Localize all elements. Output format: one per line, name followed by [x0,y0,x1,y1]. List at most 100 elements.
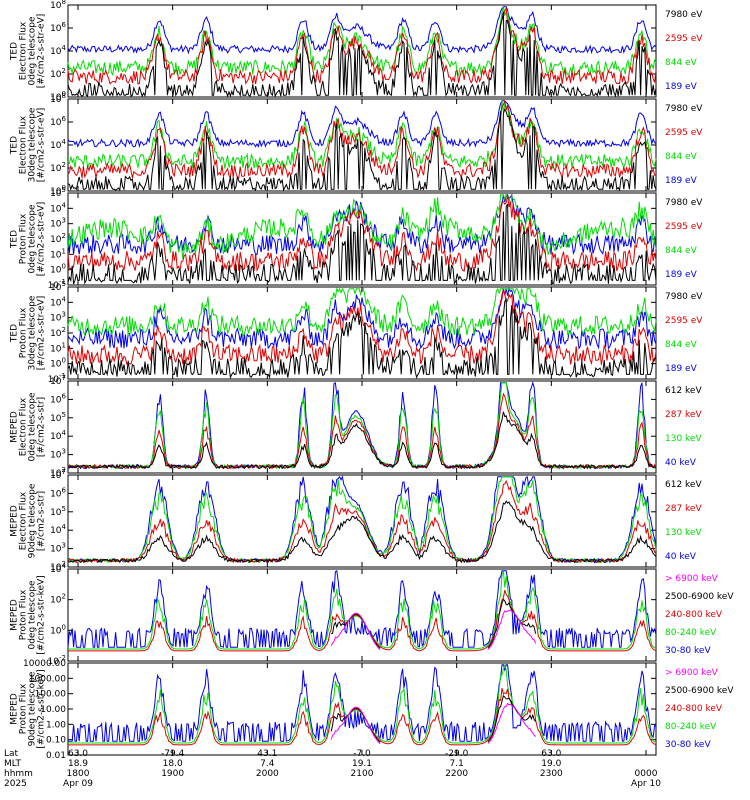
hhmm-label: 2200 [445,769,468,779]
series-612-kev [67,411,657,470]
y-tick-label: 106 [50,392,66,405]
y-axis-label: TEDProton Flux30deg telescope[#/cm2-s-st… [10,295,47,370]
y-tick-label: 104 [50,562,66,575]
legend-entry: 189 eV [665,364,698,374]
legend-entry: 844 eV [665,58,698,68]
y-tick-label: 1.00 [46,720,66,730]
legend-entry: 40 keV [665,458,697,468]
panel-frame [67,568,657,662]
y-tick-label: 100.00 [35,690,67,700]
legend-entry: 130 keV [665,528,702,538]
legend-entry: 189 eV [665,82,698,92]
y-axis-label: MEPEDElectron Flux0deg telescope[#/cm2-s… [10,392,47,462]
y-tick-label: 100 [50,90,66,103]
lat-label: -79.4 [161,749,185,759]
series-189-ev [67,100,657,149]
y-tick-label: 100 [50,184,66,197]
legend-entry: 30-80 keV [665,646,711,656]
legend-entry: 2500-6900 keV [665,592,734,602]
series-30-80-kev [68,664,657,742]
y-tick-label: 104 [50,201,66,214]
y-tick-label: 102 [50,326,66,339]
hhmm-label: 2300 [540,769,563,779]
panel-meped-p-90: 0.01 0.10 1.00 10.00 100.00 1000.00 10000.00ME… [10,659,735,761]
y-tick-label: 105 [50,505,66,518]
mlt-label: 19.1 [352,759,372,769]
legend-entry: 2595 eV [665,222,703,232]
mlt-label: 7.4 [260,759,275,769]
y-tick-label: 104 [50,295,66,308]
legend-entry: 7980 eV [665,198,703,208]
lat-label: -29.0 [445,749,469,759]
y-axis-label: MEPEDElectron Flux90deg telescope[#/cm2-… [10,483,47,558]
legend-entry: 189 eV [665,270,698,280]
legend-entry: > 6900 keV [665,668,719,678]
legend-entry: 2595 eV [665,128,703,138]
legend-entry: 7980 eV [665,104,703,114]
y-tick-label: 101 [50,341,66,354]
y-tick-label: 105 [50,186,66,199]
y-tick-label: 10.00 [40,705,66,715]
mlt-label: 7.1 [450,759,464,769]
y-tick-label: 103 [50,311,66,324]
x-row-label: 2025 [4,779,27,789]
legend-entry: 612 keV [665,386,702,396]
legend-entry: 844 eV [665,340,698,350]
legend-entry: 7980 eV [665,10,703,20]
legend-entry: 2500-6900 keV [665,686,734,696]
date-label: Apr 10 [631,779,661,789]
y-tick-label: 106 [50,115,66,128]
legend-entry: 240-800 keV [665,704,723,714]
y-tick-label: 106 [50,21,66,34]
y-tick-label: 0.01 [46,751,66,761]
legend-entry: 2595 eV [665,316,703,326]
y-tick-label: 10-1 [48,278,66,291]
y-tick-label: 102 [50,560,66,573]
series-612-kev [67,500,657,564]
date-label: Apr 09 [63,779,93,789]
legend-entry: 40 keV [665,552,697,562]
legend-entry: 7980 eV [665,292,703,302]
legend-entry: 80-240 keV [665,722,717,732]
y-tick-label: 103 [50,542,66,555]
legend-entry: 240-800 keV [665,610,723,620]
y-tick-label: 105 [50,411,66,424]
series-7980-ev [67,11,657,98]
y-tick-label: 100 [50,263,66,276]
legend-entry: 844 eV [665,152,698,162]
y-tick-label: 10-1 [48,372,66,385]
series-7980-ev [67,108,657,192]
series-2595-ev [67,288,657,366]
mlt-label: 18.9 [68,759,88,769]
y-tick-label: 102 [50,161,66,174]
hhmm-label: 1800 [67,769,90,779]
y-axis-label: TEDProton Flux0deg telescope[#/cm2-s-str… [10,202,47,277]
y-tick-label: 104 [50,523,66,536]
hhmm-label: 2000 [256,769,279,779]
y-tick-label: 104 [50,429,66,442]
y-tick-label: 100 [50,357,66,370]
series-80-240-kev [68,570,657,650]
series-7980-ev [67,203,657,285]
y-axis-label: MEPEDProton Flux0deg telescope[#/cm2-s-s… [10,575,47,654]
y-tick-label: 0.10 [46,736,66,746]
y-tick-label: 1000.00 [29,674,66,684]
y-tick-label: 102 [50,466,66,479]
y-tick-label: 100 [50,623,66,636]
legend-entry: 844 eV [665,246,698,256]
x-row-label: Lat [4,749,19,759]
y-tick-label: 10000.00 [23,659,66,669]
series-189-ev [67,6,657,55]
lat-label: -7.0 [353,749,371,759]
legend-entry: 189 eV [665,176,698,186]
legend-entry: 30-80 keV [665,740,711,750]
y-tick-label: 102 [50,67,66,80]
